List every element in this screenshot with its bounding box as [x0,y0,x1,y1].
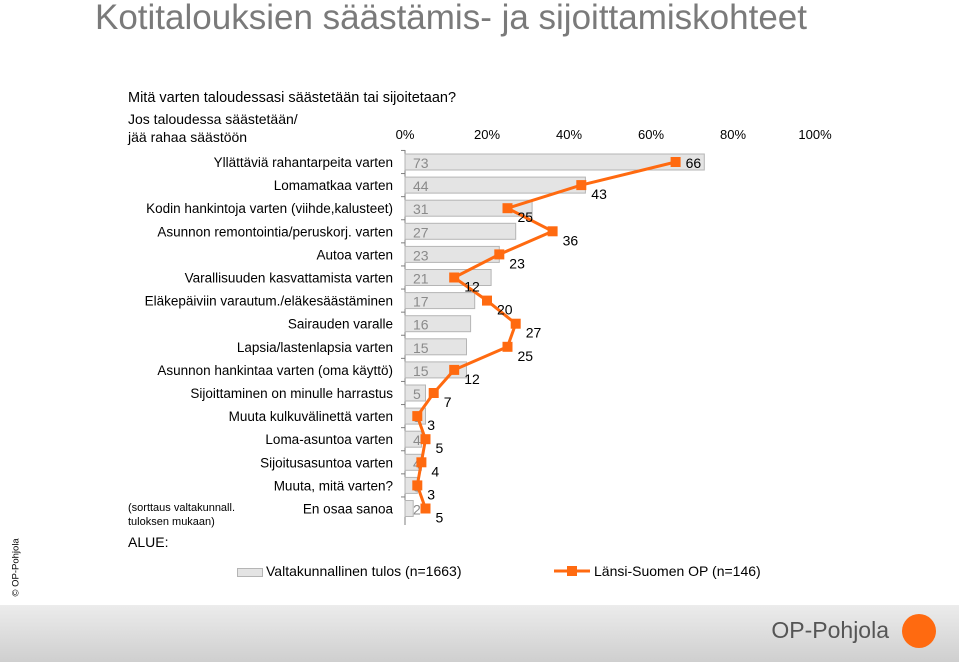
x-tick-label: 80% [720,127,746,142]
bar-value-label: 5 [413,386,421,402]
x-tick-label: 20% [474,127,500,142]
point-value-label: 25 [518,348,534,364]
point-regional [420,503,431,514]
point-value-label: 20 [497,302,513,318]
page-title: Kotitalouksien säästämis- ja sijoittamis… [95,0,807,37]
category-label: Autoa varten [316,247,393,262]
x-tick-label: 100% [798,127,832,142]
bar-value-label: 15 [413,340,429,356]
x-tick-label: 40% [556,127,582,142]
bar-value-label: 73 [413,155,429,171]
category-label: Sijoitusasuntoa varten [260,455,393,470]
bar-value-label: 2 [413,502,421,518]
point-regional [576,180,587,191]
point-regional [502,341,513,352]
point-regional [510,318,521,329]
point-regional [416,457,427,468]
bar-value-label: 44 [413,178,429,194]
category-label: Sairauden varalle [288,317,393,332]
category-label: Sijoittaminen on minulle harrastus [190,386,393,401]
point-value-label: 66 [686,155,702,171]
x-tick-label: 60% [638,127,664,142]
point-regional [482,295,492,306]
category-label: Kodin hankintoja varten (viihde,kalustee… [146,201,393,216]
point-value-label: 4 [431,463,439,479]
point-regional [494,249,505,260]
survey-question: Mitä varten taloudessasi säästetään tai … [128,90,457,106]
bar-value-label: 16 [413,317,429,333]
category-label: Asunnon remontointia/peruskorj. varten [157,224,393,239]
point-value-label: 27 [526,325,542,341]
category-label: Loma-asuntoa varten [265,432,393,447]
category-label: Asunnon hankintaa varten (oma käyttö) [157,363,393,378]
category-label: Lapsia/lastenlapsia varten [237,340,393,355]
point-value-label: 36 [563,232,579,248]
category-label: Yllättäviä rahantarpeita varten [214,155,393,170]
point-regional [547,226,558,237]
point-regional [420,434,431,445]
legend-swatch-regional [554,566,590,576]
bar-value-label: 27 [413,224,429,240]
legend-label-regional: Länsi-Suomen OP (n=146) [594,563,761,579]
category-label: Lomamatkaa varten [274,178,393,193]
chart: 0% 20% 40% 60% 80% 100% Yllättäviä rahantarpei… [145,127,832,526]
bar-value-label: 31 [413,201,429,217]
point-regional [412,480,423,491]
bar-national [404,199,533,217]
point-value-label: 43 [591,186,607,202]
bar-value-label: 23 [413,247,429,263]
point-regional [449,364,460,375]
category-label: Muuta kulkuvälinettä varten [229,409,393,424]
bar-value-label: 15 [413,363,429,379]
point-value-label: 12 [464,279,480,295]
point-value-label: 3 [427,417,435,433]
legend-label-national: Valtakunnallinen tulos (n=1663) [266,563,462,579]
bar-value-label: 17 [413,294,429,310]
point-value-label: 7 [444,394,452,410]
bar-value-label: 4 [413,432,421,448]
point-regional [670,157,681,167]
point-value-label: 12 [464,371,480,387]
point-value-label: 5 [436,510,444,526]
point-value-label: 3 [427,486,435,502]
point-regional [428,388,439,398]
bar-national [404,338,467,356]
point-regional [449,272,460,283]
bar-national [404,500,414,517]
point-value-label: 5 [436,440,444,456]
bar-value-label: 21 [413,271,429,287]
row-header: Jos taloudessa säästetään/ jää rahaa sää… [128,111,298,145]
category-label: Muuta, mitä varten? [274,478,393,493]
line-regional [415,160,676,510]
brand-logo-text: OP-Pohjola [771,617,889,643]
point-value-label: 23 [509,255,525,271]
sort-note: (sorttaus valtakunnall. tuloksen mukaan) [128,502,235,528]
bar-national [404,153,705,171]
footer-bar [0,605,959,662]
legend-swatch-national [237,568,263,577]
bar-national [404,292,476,310]
point-regional [412,411,423,422]
bar-national [404,222,517,240]
category-label: Eläkepäiviin varautum./eläkesäästäminen [145,294,393,309]
brand-logo-icon [902,614,936,648]
category-label: Varallisuuden kasvattamista varten [185,271,393,286]
point-regional [502,203,513,214]
bar-national [404,176,586,194]
bar-national [404,384,426,402]
region-label: ALUE: [128,534,169,550]
bar-national [404,269,492,286]
bar-national [404,315,472,333]
category-label: En osaa sanoa [303,502,394,517]
x-tick-label: 0% [396,127,415,142]
point-value-label: 25 [518,209,534,225]
